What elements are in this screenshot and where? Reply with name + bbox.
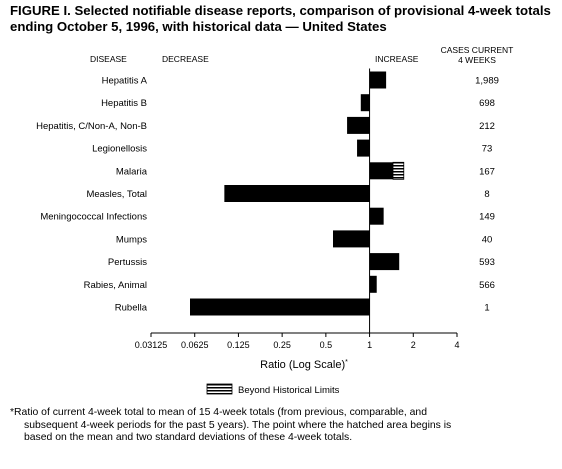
row-legionellosis: Legionellosis 73 — [92, 139, 493, 157]
row-rabies-animal: Rabies, Animal 566 — [84, 275, 495, 293]
x-tick-label: 0.25 — [273, 340, 291, 350]
bar — [357, 139, 370, 157]
x-axis-label-text: Ratio (Log Scale) — [260, 359, 345, 371]
bar — [369, 275, 377, 293]
row-meningococcal-infections: Meningococcal Infections 149 — [40, 207, 495, 225]
bar — [369, 162, 394, 180]
category-label: Hepatitis B — [101, 98, 147, 109]
x-tick-label: 1 — [367, 340, 372, 350]
legend: Beyond Historical Limits — [206, 383, 340, 396]
header-cases-line-1: CASES CURRENT — [441, 45, 514, 55]
header-increase: INCREASE — [375, 54, 419, 64]
cases-value: 698 — [479, 98, 495, 109]
footnote: *Ratio of current 4-week total to mean o… — [10, 407, 555, 445]
footnote-line-3: based on the mean and two standard devia… — [24, 432, 353, 443]
bar — [369, 253, 400, 271]
figure-title-line-1: FIGURE I. Selected notifiable disease re… — [10, 3, 551, 18]
bar — [333, 230, 370, 248]
category-label: Rabies, Animal — [84, 280, 147, 291]
row-measles-total: Measles, Total 8 — [86, 185, 490, 202]
header-decrease: DECREASE — [162, 54, 209, 64]
x-tick-label: 0.0625 — [181, 340, 209, 350]
bar — [369, 207, 384, 225]
row-hepatitis-a: Hepatitis A 1,989 — [102, 71, 499, 89]
footnote-line-1: *Ratio of current 4-week total to mean o… — [10, 407, 427, 418]
category-label: Hepatitis A — [102, 76, 148, 87]
x-tick-label: 0.03125 — [135, 340, 168, 350]
category-label: Malaria — [116, 166, 148, 177]
bar-beyond-limits — [392, 161, 405, 180]
category-label: Measles, Total — [86, 189, 147, 200]
legend-hatch-swatch — [206, 383, 233, 395]
header-disease: DISEASE — [90, 54, 127, 64]
cases-value: 212 — [479, 121, 495, 132]
x-tick-label: 0.5 — [320, 340, 333, 350]
row-rubella: Rubella 1 — [115, 298, 490, 316]
x-axis-label: Ratio (Log Scale)* — [260, 359, 348, 371]
cases-value: 40 — [482, 234, 493, 245]
cases-value: 149 — [479, 212, 495, 223]
row-hepatitis-b: Hepatitis B 698 — [101, 94, 495, 112]
cases-value: 8 — [484, 189, 489, 200]
category-label: Hepatitis, C/Non-A, Non-B — [36, 121, 147, 132]
row-malaria: Malaria 167 — [116, 161, 495, 180]
bar — [347, 116, 370, 134]
category-label: Meningococcal Infections — [40, 212, 147, 223]
category-label: Mumps — [116, 234, 147, 245]
cases-value: 1 — [484, 303, 489, 314]
x-tick-label: 4 — [454, 340, 459, 350]
category-label: Rubella — [115, 303, 148, 314]
legend-label: Beyond Historical Limits — [238, 385, 340, 396]
cases-value: 1,989 — [475, 76, 499, 87]
cases-value: 566 — [479, 280, 495, 291]
bar — [360, 94, 370, 112]
category-label: Pertussis — [108, 257, 147, 268]
cases-value: 73 — [482, 144, 493, 155]
row-mumps: Mumps 40 — [116, 230, 493, 248]
cases-value: 167 — [479, 166, 495, 177]
bar — [190, 298, 370, 316]
x-tick-label: 0.125 — [227, 340, 250, 350]
footnote-line-2: subsequent 4-week periods for the past 5… — [24, 419, 452, 431]
figure-title: FIGURE I. Selected notifiable disease re… — [10, 3, 555, 35]
bar — [224, 185, 370, 202]
row-hepatitis-c-non-a-non-b: Hepatitis, C/Non-A, Non-B 212 — [36, 116, 495, 134]
category-label: Legionellosis — [92, 144, 147, 155]
x-tick-label: 2 — [411, 340, 416, 350]
bar — [369, 71, 387, 89]
cases-value: 593 — [479, 257, 495, 268]
row-pertussis: Pertussis 593 — [108, 253, 495, 271]
x-axis-label-mark: * — [345, 359, 348, 366]
figure-title-line-2: ending October 5, 1996, with historical … — [10, 19, 387, 34]
header-cases-line-2: 4 WEEKS — [458, 55, 496, 65]
